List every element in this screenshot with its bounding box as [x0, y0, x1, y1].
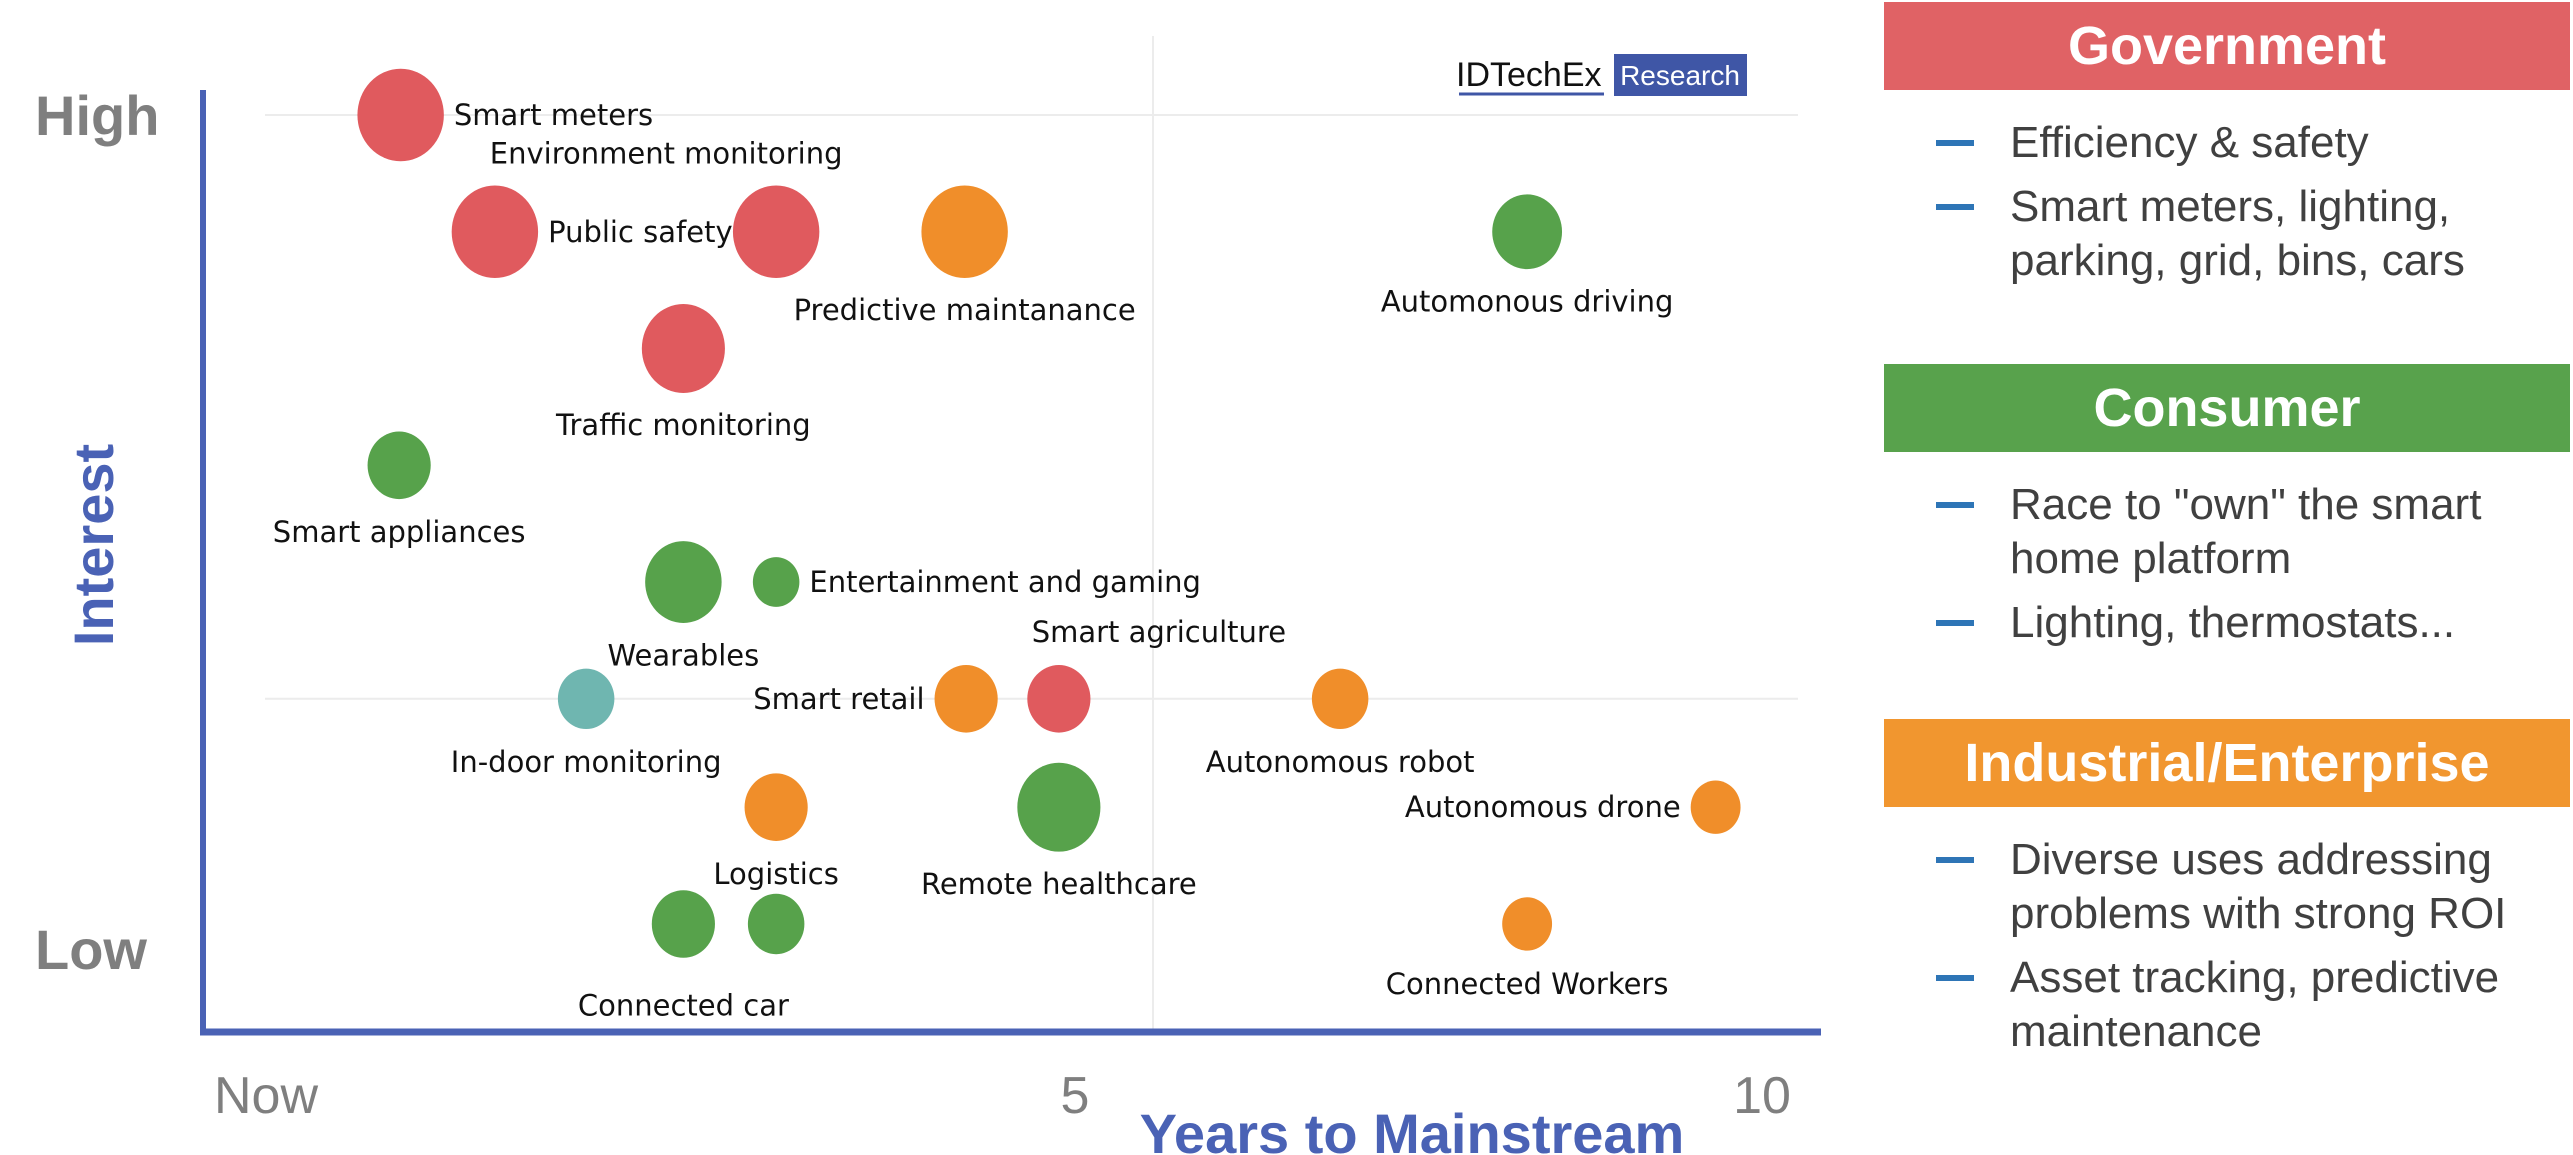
bubble-label: Connected car	[578, 989, 789, 1023]
panel-government: Government Efficiency & safety Smart met…	[1884, 2, 2570, 298]
bubble-label: Smart appliances	[273, 515, 526, 549]
x-tick-labels: Now 5 10	[214, 1067, 1791, 1125]
bubble	[357, 68, 444, 162]
bubble-label: Connected Workers	[1386, 967, 1669, 1001]
bubble	[367, 431, 431, 500]
x-tick-label: Now	[214, 1067, 318, 1125]
bubble-label: Smart agriculture	[1032, 615, 1286, 649]
bullet-item: Asset tracking, predictive maintenance	[1884, 951, 2570, 1059]
y-tick-label: Low	[35, 918, 147, 981]
idtechex-logo: IDTechEx Research	[1456, 54, 1747, 96]
bubble-label: Autonomous robot	[1206, 745, 1475, 779]
bubble-label: Environment monitoring	[490, 137, 843, 171]
bullet-item: Smart meters, lighting, parking, grid, b…	[1884, 180, 2570, 288]
panel-header-consumer: Consumer	[1884, 364, 2570, 452]
x-tick-label: 5	[1061, 1067, 1090, 1125]
bubble	[1027, 665, 1091, 733]
bubble-label: Wearables	[608, 638, 760, 672]
bubble	[752, 557, 800, 607]
bubble	[557, 668, 615, 730]
logo-brand: IDTechEx	[1456, 56, 1602, 94]
logo-tag: Research	[1620, 60, 1740, 91]
bubble-label: Autonomous drone	[1405, 790, 1681, 824]
dash-icon	[1936, 620, 1974, 626]
bubble	[651, 890, 715, 958]
x-tick-label: 10	[1733, 1067, 1791, 1125]
y-tick-labels: High Low	[35, 84, 159, 981]
panel-header-industrial: Industrial/Enterprise	[1884, 719, 2570, 807]
dash-icon	[1936, 502, 1974, 508]
bubbles: Smart meters Public safety Environment mon…	[273, 68, 1741, 1023]
bubble-label: Predictive maintanance	[794, 293, 1136, 327]
y-axis-title: Interest	[62, 444, 125, 646]
bullet-text: Smart meters, lighting, parking, grid, b…	[2010, 182, 2465, 285]
bullet-text: Asset tracking, predictive maintenance	[2010, 953, 2500, 1056]
bubble	[934, 665, 998, 733]
government-bullets: Efficiency & safety Smart meters, lighti…	[1884, 116, 2570, 288]
bubble	[1492, 194, 1563, 270]
bubble	[732, 185, 820, 278]
bubble-label: Public safety	[548, 215, 733, 249]
panel-industrial: Industrial/Enterprise Diverse uses addre…	[1884, 719, 2570, 1069]
bubble	[1502, 897, 1553, 951]
bubble	[1017, 762, 1101, 852]
dash-icon	[1936, 140, 1974, 146]
bullet-item: Race to "own" the smart home platform	[1884, 478, 2570, 586]
bubble	[645, 541, 722, 623]
bubble-label: Entertainment and gaming	[809, 565, 1201, 599]
bubble	[747, 893, 805, 955]
dash-icon	[1936, 975, 1974, 981]
y-tick-label: High	[35, 84, 159, 147]
bullet-item: Efficiency & safety	[1884, 116, 2570, 170]
bubble	[1690, 780, 1741, 834]
bullet-text: Efficiency & safety	[2010, 118, 2369, 167]
bubble-label: Traffic monitoring	[555, 408, 811, 442]
bubble-label: Automonous driving	[1381, 285, 1674, 319]
dash-icon	[1936, 204, 1974, 210]
industrial-bullets: Diverse uses addressing problems with st…	[1884, 833, 2570, 1059]
bubble	[1311, 668, 1369, 730]
bullet-item: Diverse uses addressing problems with st…	[1884, 833, 2570, 941]
bubble-label: Smart retail	[753, 682, 924, 716]
bubble	[921, 185, 1008, 278]
bubble-chart: High Low Now 5 10 Interest Years to Mainstr…	[35, 36, 1821, 1155]
bubble-label: Remote healthcare	[921, 867, 1197, 901]
panel-header-government: Government	[1884, 2, 2570, 90]
panel-consumer: Consumer Race to "own" the smart home pl…	[1884, 364, 2570, 660]
bubble	[744, 773, 808, 842]
bubble-label: Logistics	[713, 857, 838, 891]
bubble	[451, 185, 539, 278]
bullet-text: Diverse uses addressing problems with st…	[2010, 835, 2507, 938]
bullet-text: Lighting, thermostats...	[2010, 598, 2456, 647]
bullet-text: Race to "own" the smart home platform	[2010, 480, 2482, 583]
logo-research-box	[1614, 54, 1747, 96]
dash-icon	[1936, 857, 1974, 863]
bullet-item: Lighting, thermostats...	[1884, 596, 2570, 650]
x-axis-title: Years to Mainstream	[1140, 1102, 1685, 1155]
consumer-bullets: Race to "own" the smart home platform Li…	[1884, 478, 2570, 650]
bubble	[641, 304, 725, 393]
bubble-label: In-door monitoring	[451, 745, 722, 779]
bubble-label: Smart meters	[454, 98, 653, 132]
